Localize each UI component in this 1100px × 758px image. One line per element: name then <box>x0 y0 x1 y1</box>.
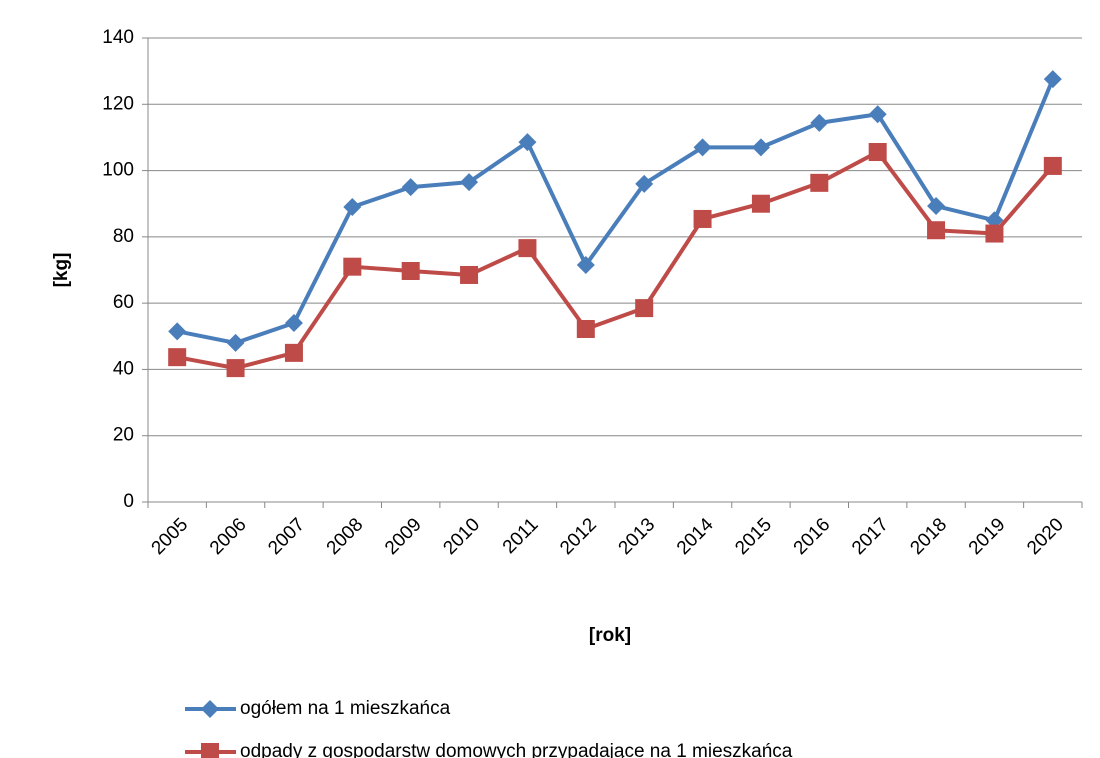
x-tick-label: 2005 <box>148 514 193 559</box>
legend-marker <box>201 743 219 758</box>
diamond-marker <box>693 138 712 157</box>
square-marker <box>460 265 479 284</box>
x-tick-label: 2006 <box>206 514 251 559</box>
y-tick-label: 140 <box>102 27 134 48</box>
square-marker <box>401 261 420 280</box>
y-tick-label: 80 <box>113 226 134 247</box>
diamond-marker <box>868 105 887 124</box>
square-marker <box>810 173 829 192</box>
diamond-marker <box>635 174 654 193</box>
diamond-marker <box>226 333 245 352</box>
x-tick-label: 2016 <box>790 514 835 559</box>
square-marker <box>168 348 187 367</box>
legend-label: ogółem na 1 mieszkańca <box>240 698 451 719</box>
legend-marker <box>201 700 219 718</box>
square-marker <box>693 209 712 228</box>
y-tick-label: 60 <box>113 292 134 313</box>
square-marker <box>226 359 245 378</box>
square-marker <box>927 221 946 240</box>
x-tick-label: 2014 <box>673 514 718 559</box>
square-marker <box>1043 156 1062 175</box>
diamond-marker <box>284 314 303 333</box>
diamond-marker <box>518 133 537 152</box>
diamond-marker <box>927 197 946 216</box>
x-tick-label: 2018 <box>906 514 951 559</box>
square-marker <box>576 319 595 338</box>
x-tick-label: 2007 <box>264 514 309 559</box>
x-tick-label: 2015 <box>731 514 776 559</box>
y-tick-label: 100 <box>102 160 134 181</box>
y-tick-label: 20 <box>113 425 134 446</box>
diamond-marker <box>1043 70 1062 89</box>
square-marker <box>751 194 770 213</box>
x-tick-label: 2020 <box>1023 514 1068 559</box>
x-tick-label: 2010 <box>439 514 484 559</box>
square-marker <box>284 343 303 362</box>
square-marker <box>343 257 362 276</box>
legend-label: odpady z gospodarstw domowych przypadają… <box>240 741 793 758</box>
square-marker <box>868 143 887 162</box>
x-tick-label: 2012 <box>556 514 601 559</box>
square-marker <box>635 299 654 318</box>
diamond-marker <box>810 113 829 132</box>
diamond-marker <box>168 322 187 341</box>
x-tick-label: 2011 <box>499 514 543 558</box>
diamond-marker <box>460 173 479 192</box>
square-marker <box>518 239 537 258</box>
diamond-marker <box>343 198 362 217</box>
diamond-marker <box>401 178 420 197</box>
x-tick-label: 2017 <box>848 514 893 559</box>
x-axis-label: [rok] <box>589 625 631 646</box>
y-tick-label: 0 <box>123 491 134 512</box>
series-line <box>176 150 1055 371</box>
y-tick-label: 120 <box>102 93 134 114</box>
series-line <box>176 78 1055 345</box>
y-axis-label: [kg] <box>51 253 72 288</box>
y-tick-label: 40 <box>113 358 134 379</box>
x-tick-label: 2008 <box>323 514 368 559</box>
diamond-marker <box>576 256 595 275</box>
x-tick-label: 2019 <box>965 514 1010 559</box>
diamond-marker <box>751 138 770 157</box>
x-tick-label: 2013 <box>615 514 660 559</box>
x-tick-label: 2009 <box>381 514 426 559</box>
square-marker <box>985 224 1004 243</box>
